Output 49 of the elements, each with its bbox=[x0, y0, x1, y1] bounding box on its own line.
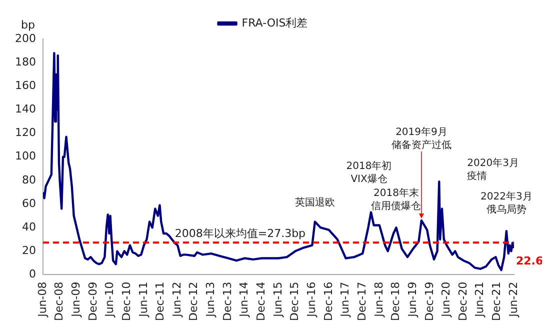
x-tick-label: Dec-17 bbox=[355, 282, 368, 322]
x-tick-label: Jun-09 bbox=[70, 282, 82, 318]
x-tick-label: Jun-20 bbox=[440, 282, 453, 318]
y-tick-label: 180 bbox=[14, 55, 36, 68]
x-tick-label: Jun-13 bbox=[204, 282, 218, 318]
x-tick-label: Jun-17 bbox=[338, 282, 352, 318]
x-tick-label: Jun-22 bbox=[506, 282, 520, 318]
x-tick-label: Jun-12 bbox=[170, 282, 184, 318]
x-tick-label: Jun-14 bbox=[238, 282, 251, 318]
y-tick-label: 60 bbox=[22, 196, 36, 210]
y-tick-label: 100 bbox=[14, 150, 36, 163]
y-tick-label: 40 bbox=[22, 220, 36, 234]
annotation: 英国退欧 bbox=[294, 196, 335, 208]
y-tick-label: 20 bbox=[22, 244, 36, 258]
x-tick-label: Jun-11 bbox=[136, 282, 150, 318]
y-tick-label: 140 bbox=[14, 102, 36, 116]
x-tick-label: Jun-10 bbox=[103, 282, 116, 318]
y-tick-label: 0 bbox=[28, 268, 36, 281]
y-tick-label: 120 bbox=[14, 126, 36, 140]
y-tick-label: 200 bbox=[14, 32, 36, 45]
x-tick-label: Dec-21 bbox=[490, 282, 504, 322]
x-tick-label: Dec-18 bbox=[389, 282, 402, 322]
x-tick-label: Dec-19 bbox=[422, 282, 436, 322]
x-tick-label: Dec-12 bbox=[187, 282, 200, 322]
x-tick-label: Dec-14 bbox=[254, 282, 268, 322]
x-tick-label: Jun-08 bbox=[36, 282, 49, 318]
y-axis-title: bp bbox=[20, 18, 35, 32]
x-tick-label: Dec-10 bbox=[120, 282, 133, 322]
x-tick-label: Jun-18 bbox=[372, 282, 386, 318]
x-tick-label: Jun-15 bbox=[271, 282, 284, 318]
x-tick-label: Jun-16 bbox=[305, 282, 318, 318]
x-tick-label: Dec-08 bbox=[52, 282, 66, 322]
x-tick-label: Jun-21 bbox=[473, 282, 486, 318]
x-tick-label: Dec-09 bbox=[86, 282, 100, 322]
x-tick-label: Jun-19 bbox=[406, 282, 419, 318]
ref-line-label: 2008年以来均值=27.3bp bbox=[174, 226, 306, 240]
legend-label: FRA-OIS利差 bbox=[242, 16, 308, 30]
x-tick-label: Dec-11 bbox=[154, 282, 167, 322]
annotation: 2018年初VIX爆仓 bbox=[346, 160, 392, 185]
x-tick-label: Dec-13 bbox=[220, 282, 234, 322]
annotation: 2019年9月储备资产过低 bbox=[391, 126, 452, 152]
annotation: 2020年3月疫情 bbox=[467, 157, 519, 182]
y-tick-label: 160 bbox=[14, 79, 36, 92]
annotation: 2018年末信用债爆仓 bbox=[371, 187, 422, 212]
x-tick-label: Dec-20 bbox=[456, 282, 470, 322]
annotation: 2022年3月俄乌局势 bbox=[480, 190, 532, 216]
y-tick-label: 80 bbox=[22, 173, 36, 186]
x-tick-label: Dec-16 bbox=[322, 282, 335, 322]
x-tick-label: Dec-15 bbox=[288, 282, 302, 322]
